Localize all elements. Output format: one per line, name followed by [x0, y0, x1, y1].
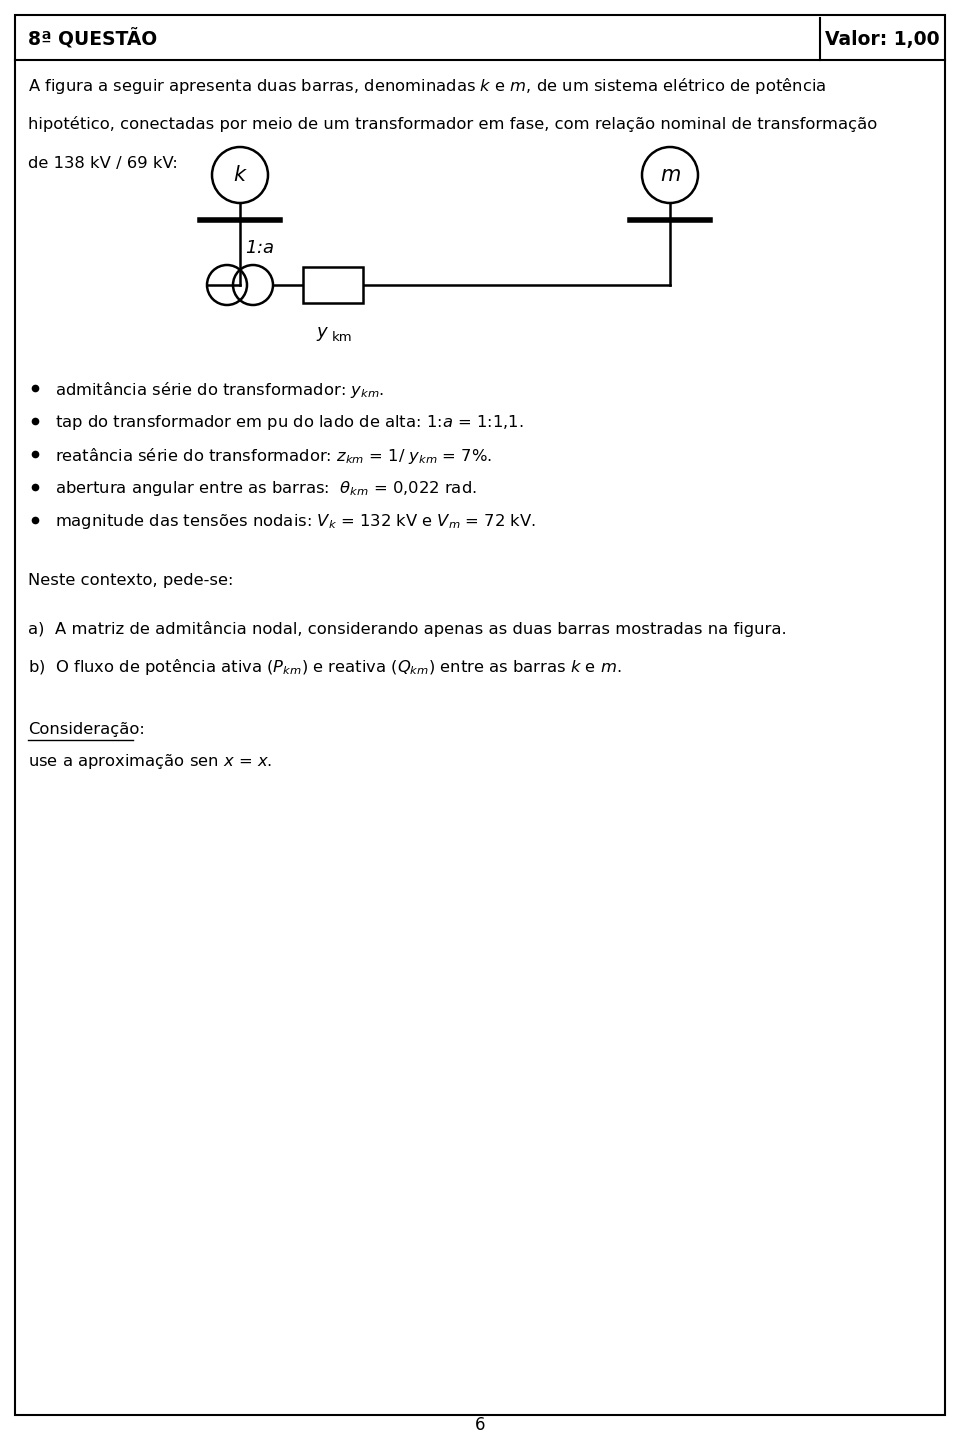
Bar [303, 266, 363, 302]
Text: admitância série do transformador: $y_{km}$.: admitância série do transformador: $y_{k… [55, 380, 384, 400]
Text: a)  A matriz de admitância nodal, considerando apenas as duas barras mostradas n: a) A matriz de admitância nodal, conside… [28, 621, 786, 636]
Text: 6: 6 [475, 1416, 485, 1434]
Text: magnitude das tensões nodais: $V_k$ = 132 kV e $V_m$ = 72 kV.: magnitude das tensões nodais: $V_k$ = 13… [55, 513, 536, 531]
Text: $y$: $y$ [316, 325, 329, 343]
Text: b)  O fluxo de potência ativa ($P_{km}$) e reativa ($Q_{km}$) entre as barras $k: b) O fluxo de potência ativa ($P_{km}$) … [28, 657, 621, 677]
Text: A figura a seguir apresenta duas barras, denominadas $k$ e $m$, de um sistema el: A figura a seguir apresenta duas barras,… [28, 76, 827, 96]
Text: de 138 kV / 69 kV:: de 138 kV / 69 kV: [28, 156, 178, 171]
Text: km: km [332, 331, 352, 344]
Text: abertura angular entre as barras:  $\theta_{km}$ = 0,022 rad.: abertura angular entre as barras: $\thet… [55, 480, 477, 498]
Text: $k$: $k$ [232, 166, 248, 184]
Text: $m$: $m$ [660, 166, 681, 184]
Text: Valor: 1,00: Valor: 1,00 [825, 29, 939, 49]
Text: Neste contexto, pede-se:: Neste contexto, pede-se: [28, 573, 233, 588]
Text: reatância série do transformador: $z_{km}$ = 1/ $y_{km}$ = 7%.: reatância série do transformador: $z_{km… [55, 446, 492, 467]
Text: Consideração:: Consideração: [28, 721, 145, 737]
Text: tap do transformador em pu do lado de alta: 1:$a$ = 1:1,1.: tap do transformador em pu do lado de al… [55, 413, 523, 432]
Text: 8ª QUESTÃO: 8ª QUESTÃO [28, 29, 157, 49]
Text: use a aproximação sen $x$ = $x$.: use a aproximação sen $x$ = $x$. [28, 752, 273, 770]
Text: hipotético, conectadas por meio de um transformador em fase, com relação nominal: hipotético, conectadas por meio de um tr… [28, 117, 877, 132]
Text: 1:$a$: 1:$a$ [245, 239, 275, 256]
